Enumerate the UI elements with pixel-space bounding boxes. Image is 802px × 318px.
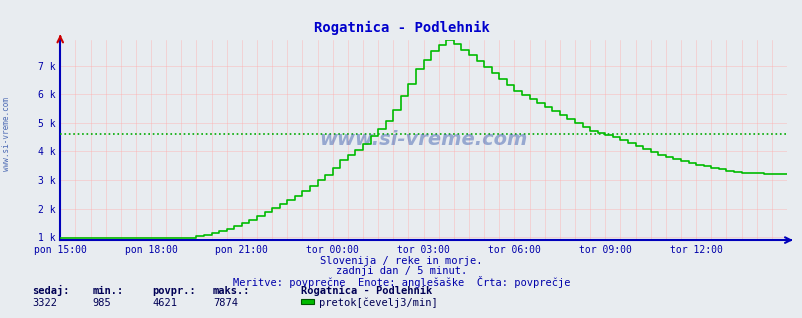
Text: Rogatnica - Podlehnik: Rogatnica - Podlehnik: [313, 21, 489, 35]
Text: pretok[čevelj3/min]: pretok[čevelj3/min]: [318, 297, 437, 308]
Text: 3322: 3322: [32, 298, 57, 308]
Text: povpr.:: povpr.:: [152, 286, 196, 296]
Text: www.si-vreme.com: www.si-vreme.com: [2, 97, 11, 170]
Text: sedaj:: sedaj:: [32, 285, 70, 296]
Text: www.si-vreme.com: www.si-vreme.com: [319, 130, 527, 149]
Text: 985: 985: [92, 298, 111, 308]
Text: zadnji dan / 5 minut.: zadnji dan / 5 minut.: [335, 266, 467, 276]
Text: Meritve: povprečne  Enote: anglešaške  Črta: povprečje: Meritve: povprečne Enote: anglešaške Črt…: [233, 276, 569, 288]
Text: 4621: 4621: [152, 298, 177, 308]
Text: min.:: min.:: [92, 286, 124, 296]
Text: 7874: 7874: [213, 298, 237, 308]
Text: Slovenija / reke in morje.: Slovenija / reke in morje.: [320, 256, 482, 266]
Text: Rogatnica - Podlehnik: Rogatnica - Podlehnik: [301, 286, 431, 296]
Text: maks.:: maks.:: [213, 286, 250, 296]
